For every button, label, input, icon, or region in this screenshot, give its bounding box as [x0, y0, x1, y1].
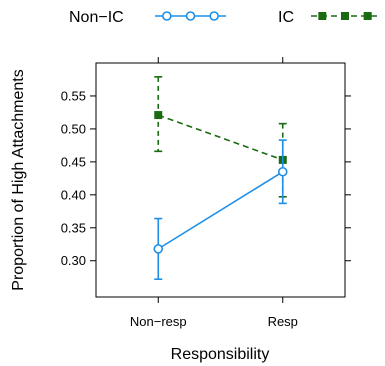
legend-marker [341, 12, 349, 20]
legend: Non−IC IC [69, 9, 379, 26]
legend-marker [185, 11, 196, 21]
x-axis-label: Responsibility [171, 346, 270, 363]
legend-marker [363, 12, 372, 20]
series-ic [154, 76, 287, 198]
x-tick-label: Resp [268, 314, 298, 329]
y-tick-label: 0.35 [61, 220, 86, 235]
series-non-ic [153, 139, 288, 281]
plot-frame [95, 62, 346, 298]
x-tick-label: Non−resp [130, 314, 187, 329]
y-tick-label: 0.40 [61, 187, 86, 202]
y-axis-label: Proportion of High Attachments [10, 69, 27, 290]
y-tick-label: 0.55 [61, 88, 86, 103]
y-tick-label: 0.30 [61, 253, 86, 268]
legend-item: Non−IC [69, 9, 226, 26]
data-point [277, 166, 288, 177]
data-point [153, 244, 164, 254]
legend-marker [209, 11, 219, 21]
series-line [157, 114, 284, 161]
legend-marker [318, 12, 327, 20]
series-line [157, 171, 284, 250]
data-point [154, 111, 163, 120]
y-axis: 0.30 0.35 0.40 0.45 0.50 0.55 [61, 88, 351, 268]
y-tick-label: 0.50 [61, 121, 86, 136]
legend-label: Non−IC [69, 9, 124, 26]
series-layer [153, 76, 288, 281]
legend-label: IC [278, 9, 294, 26]
x-axis: Non−resp Resp [130, 57, 298, 329]
legend-item: IC [278, 9, 379, 26]
legend-marker [162, 11, 172, 21]
y-tick-label: 0.45 [61, 154, 86, 169]
